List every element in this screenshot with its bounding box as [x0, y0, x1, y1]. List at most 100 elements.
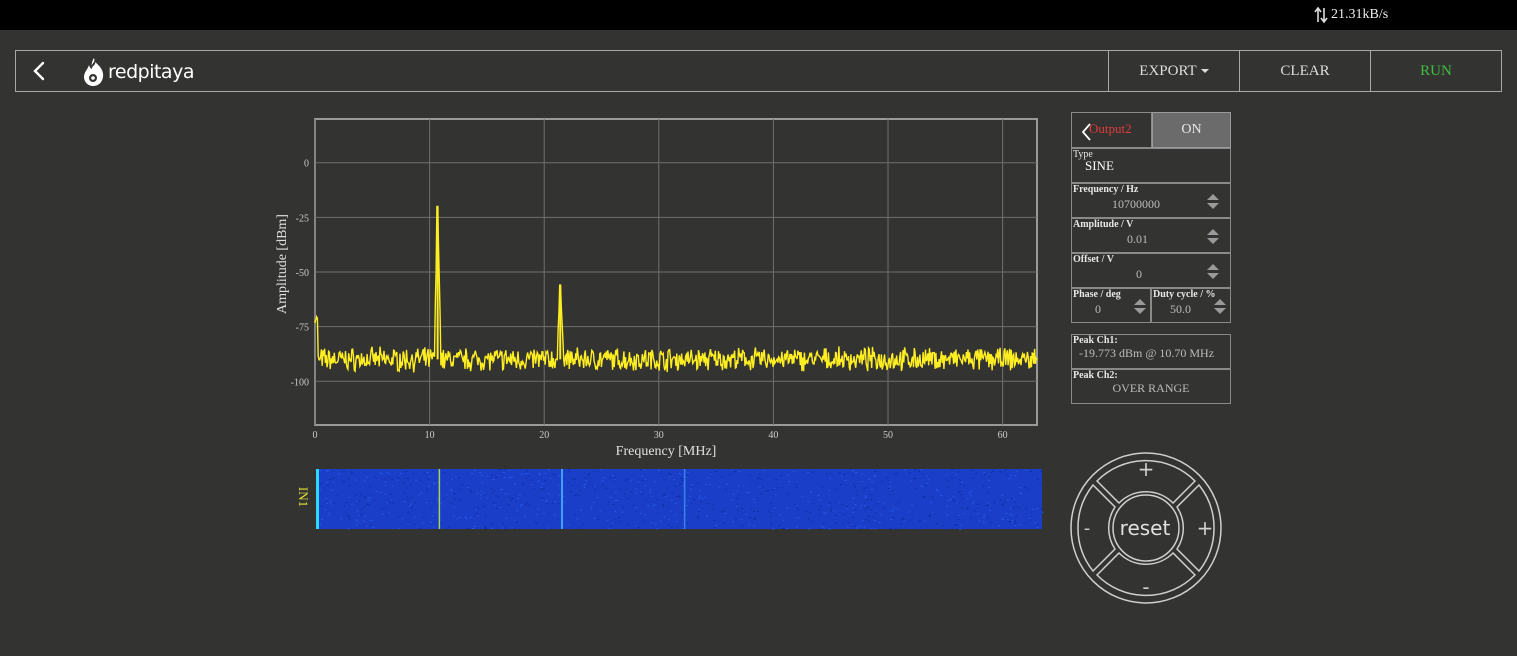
x-tick-label: 0: [313, 430, 318, 441]
back-button[interactable]: [26, 57, 54, 85]
waterfall-noise: [682, 527, 684, 529]
waterfall-noise: [654, 523, 657, 525]
zoom-out-horizontal-button[interactable]: -: [1077, 483, 1116, 573]
waterfall-noise: [350, 471, 353, 473]
waterfall-noise: [641, 475, 644, 477]
clear-button[interactable]: CLEAR: [1239, 51, 1370, 91]
waterfall-noise: [630, 491, 633, 493]
waterfall-noise: [364, 515, 367, 517]
waterfall-noise: [957, 471, 960, 473]
waterfall-noise: [431, 515, 434, 517]
waterfall-noise: [644, 478, 647, 480]
waterfall-noise: [530, 483, 533, 485]
waterfall-noise: [707, 477, 710, 479]
waterfall-noise: [891, 510, 894, 512]
peak-ch1-value: -19.773 dBm @ 10.70 MHz: [1079, 346, 1215, 360]
frequency-stepper[interactable]: [1206, 194, 1220, 210]
waterfall-noise: [950, 469, 953, 470]
amplitude-stepper[interactable]: [1206, 229, 1220, 245]
zoom-in-vertical-button[interactable]: +: [1095, 457, 1197, 505]
waterfall-noise: [1014, 475, 1017, 477]
spectrum-plot[interactable]: 0 10 20 30 40 50 60 0 -25 -50 -75 -100 Frequency [MH…: [270, 112, 1050, 462]
waterfall-noise: [400, 472, 402, 474]
waterfall-noise: [484, 528, 487, 530]
waterfall-noise: [1012, 497, 1015, 499]
export-button[interactable]: EXPORT: [1108, 51, 1239, 91]
waterfall-noise: [900, 523, 903, 525]
waterfall-noise: [993, 502, 996, 504]
waterfall-noise: [914, 469, 917, 471]
waterfall-noise: [871, 481, 874, 483]
x-tick-label: 30: [654, 430, 664, 441]
waterfall-noise: [613, 477, 616, 479]
waterfall-noise: [860, 504, 863, 506]
waterfall-noise: [614, 492, 617, 494]
waterfall-noise: [481, 482, 484, 484]
waterfall-noise: [987, 479, 990, 481]
waterfall-noise: [650, 495, 653, 497]
run-button[interactable]: RUN: [1370, 51, 1501, 91]
type-select[interactable]: Type SINE: [1071, 148, 1231, 183]
output-title: Output2: [1089, 121, 1132, 136]
waterfall-noise: [797, 517, 800, 519]
waterfall-noise: [843, 474, 846, 476]
phase-stepper[interactable]: [1133, 299, 1147, 315]
caret-down-icon: [1200, 69, 1209, 73]
phase-field[interactable]: Phase / deg 0: [1071, 288, 1151, 323]
waterfall-noise: [330, 503, 333, 505]
waterfall-noise: [753, 510, 755, 512]
reset-button[interactable]: reset: [1112, 494, 1180, 562]
waterfall-noise: [860, 473, 863, 475]
waterfall-noise: [609, 525, 612, 527]
waterfall-noise: [819, 499, 822, 501]
waterfall-noise: [689, 502, 692, 504]
waterfall-noise: [621, 511, 624, 513]
waterfall-noise: [1028, 517, 1031, 519]
offset-stepper[interactable]: [1206, 264, 1220, 280]
waterfall-noise: [418, 494, 421, 496]
output-toggle-button[interactable]: ON: [1152, 112, 1231, 148]
waterfall-noise: [673, 478, 676, 480]
waterfall-noise: [403, 478, 406, 479]
waterfall-noise: [325, 498, 328, 500]
waterfall-noise: [573, 479, 576, 480]
waterfall-noise: [691, 485, 694, 487]
waterfall-noise: [973, 510, 976, 512]
waterfall-noise: [869, 494, 872, 496]
waterfall-noise: [585, 486, 588, 488]
waterfall-noise: [410, 497, 413, 499]
waterfall-noise: [855, 494, 858, 496]
waterfall-noise: [808, 512, 811, 513]
waterfall-noise: [756, 497, 759, 499]
waterfall-noise: [955, 474, 958, 476]
waterfall-noise: [484, 527, 487, 529]
waterfall-noise: [391, 478, 394, 480]
waterfall-noise: [734, 471, 737, 473]
duty-cycle-field[interactable]: Duty cycle / % 50.0: [1151, 288, 1231, 323]
waterfall-noise: [1009, 514, 1012, 516]
amplitude-field[interactable]: Amplitude / V 0.01: [1071, 218, 1231, 253]
waterfall-noise: [892, 516, 895, 518]
waterfall-noise: [1020, 493, 1023, 495]
zoom-out-vertical-button[interactable]: -: [1095, 551, 1197, 599]
waterfall-noise: [425, 489, 428, 491]
waterfall-noise: [953, 500, 955, 502]
offset-field[interactable]: Offset / V 0: [1071, 253, 1231, 288]
waterfall-noise: [618, 517, 621, 518]
waterfall-noise: [367, 496, 370, 498]
waterfall-noise: [961, 498, 964, 500]
duty-cycle-stepper[interactable]: [1213, 299, 1227, 315]
waterfall-noise: [863, 488, 866, 490]
waterfall-noise: [829, 477, 832, 479]
waterfall-noise: [859, 507, 862, 509]
waterfall-noise: [652, 505, 655, 507]
waterfall-noise: [576, 518, 579, 520]
waterfall-noise: [504, 528, 507, 530]
output-collapse-button[interactable]: Output2: [1071, 112, 1152, 148]
peak-ch2-box: Peak Ch2: OVER RANGE: [1071, 369, 1231, 404]
frequency-field[interactable]: Frequency / Hz 10700000: [1071, 183, 1231, 218]
waterfall-noise: [915, 487, 918, 489]
waterfall-noise: [828, 494, 831, 496]
zoom-in-horizontal-button[interactable]: +: [1176, 483, 1215, 573]
waterfall-noise: [536, 513, 538, 515]
